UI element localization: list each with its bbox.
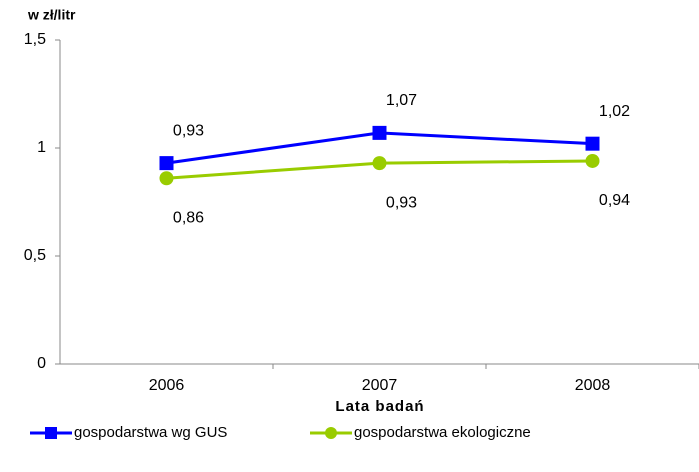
y-tick-label: 0,5 xyxy=(24,247,46,264)
y-axis-label: w zł/litr xyxy=(27,7,76,23)
x-axis-label: Lata badań xyxy=(335,398,424,415)
legend-marker xyxy=(45,427,57,439)
legend-marker xyxy=(325,427,337,439)
data-label: 0,86 xyxy=(173,209,204,226)
marker xyxy=(159,156,174,171)
legend-label: gospodarstwa ekologiczne xyxy=(354,424,531,441)
data-label: 0,93 xyxy=(386,194,417,211)
y-tick-label: 1,5 xyxy=(24,31,46,48)
x-tick-label: 2008 xyxy=(575,377,611,394)
legend-label: gospodarstwa wg GUS xyxy=(74,424,227,441)
data-label: 1,02 xyxy=(599,103,630,120)
marker xyxy=(159,171,174,186)
marker xyxy=(585,136,600,151)
data-label: 0,94 xyxy=(599,192,630,209)
marker xyxy=(585,153,600,168)
data-label: 0,93 xyxy=(173,122,204,139)
y-tick-label: 1 xyxy=(37,139,46,156)
marker xyxy=(372,125,387,140)
data-label: 1,07 xyxy=(386,92,417,109)
marker xyxy=(372,156,387,171)
x-tick-label: 2007 xyxy=(362,377,398,394)
y-tick-label: 0 xyxy=(37,355,46,372)
x-tick-label: 2006 xyxy=(149,377,185,394)
